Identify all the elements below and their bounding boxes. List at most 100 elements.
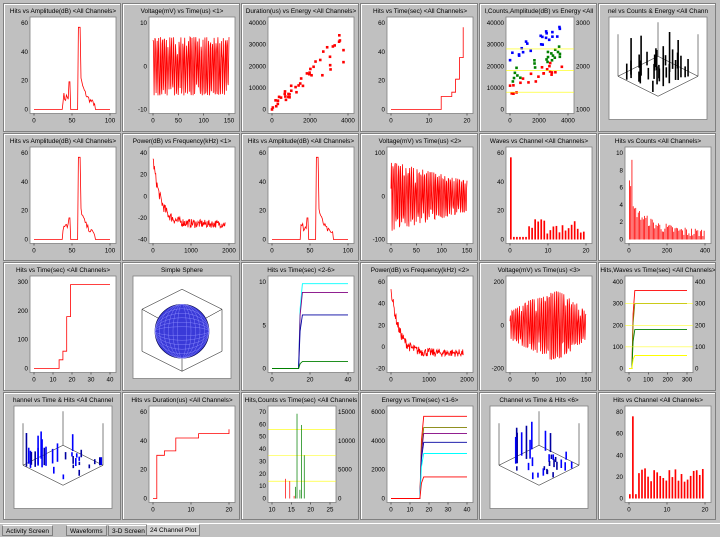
bar	[667, 226, 668, 239]
bar	[540, 218, 543, 239]
axis-tick-label: 0	[25, 236, 29, 243]
bar	[674, 227, 676, 239]
data-point	[308, 72, 311, 76]
plot-panel[interactable]: Energy vs Time(sec) <1-6> 0 10 20 30 40 0 2000 4…	[360, 391, 478, 520]
bar	[682, 229, 683, 239]
data-point	[283, 92, 287, 96]
plot-panel[interactable]: Duration(us) vs Energy <All Channels> 0 20…	[241, 3, 359, 132]
plot-panel[interactable]: l,Counts,Amplitude(dB) vs Energy <All 0 20…	[479, 3, 597, 132]
plot-panel[interactable]: nel vs Counts & Energy <All Chann	[598, 3, 716, 132]
data-point	[329, 68, 332, 71]
data-point	[550, 52, 553, 55]
tab-24-channel-plot[interactable]: 24 Channel Plot	[146, 524, 201, 536]
axis-tick-label: 0	[263, 236, 267, 243]
data-point	[297, 84, 300, 87]
bar	[660, 228, 662, 239]
plot-panel[interactable]: Power(dB) vs Frequency(kHz) <1> 0 1000 2000…	[122, 132, 240, 261]
axis-tick-label: 0	[270, 377, 274, 384]
axis-tick-label: 20	[583, 247, 590, 254]
axis-tick-label: 20	[616, 473, 623, 480]
plot-panel[interactable]: Hits,Counts vs Time(sec) <All Channels 10…	[241, 391, 359, 520]
axis-tick-label: 20000	[487, 63, 505, 70]
plot-panel[interactable]: Hits,Waves vs Time(sec) <All Channels> 0 1…	[598, 262, 716, 391]
plot-panel[interactable]: Hits vs Amplitude(dB) <All Channels> 0 50 1…	[3, 132, 121, 261]
tab-waveforms[interactable]: Waveforms	[66, 525, 107, 536]
bar	[668, 469, 671, 498]
axis-tick-label: 100	[18, 337, 29, 344]
series-line	[390, 162, 468, 231]
axis-tick-label: 5	[263, 322, 267, 329]
axis-tick-label: 100	[695, 344, 706, 351]
data-point	[551, 35, 554, 38]
axis-tick-label: 50	[413, 247, 420, 254]
bar	[635, 207, 637, 239]
bar	[659, 475, 662, 498]
screen-tab-bar: Activity Screen Waveforms 3-D Screen 24 …	[0, 523, 720, 537]
plot-panel[interactable]: Waves vs Channel <All Channels> 0 10 20 0 20 4…	[479, 132, 597, 261]
data-point	[276, 99, 280, 102]
bar	[285, 478, 286, 498]
plot-area	[148, 405, 236, 503]
axis-tick-label: 0	[389, 377, 393, 384]
axis-tick-label: 10	[426, 118, 433, 125]
plot-panel[interactable]: Hits vs Time(sec) <All Channels> 0 10 20 30 4…	[3, 262, 121, 391]
plot-panel[interactable]: Hits vs Time(sec) <All Channels> 0 10 20 0 20…	[360, 3, 478, 132]
axis-tick-label: 10	[664, 506, 671, 513]
data-point	[337, 40, 341, 44]
axis-tick-label: 0	[263, 495, 267, 502]
plot-panel[interactable]: Simple Sphere	[122, 262, 240, 391]
axis-tick-label: 4000	[561, 118, 575, 125]
plot-panel[interactable]: Hits vs Amplitude(dB) <All Channels> 0 50 1…	[3, 3, 121, 132]
axis-tick-label: 20000	[249, 63, 267, 70]
plot-panel[interactable]: hannel vs Time & Hits <All Channel	[3, 391, 121, 520]
bar	[552, 225, 555, 239]
plot-panel[interactable]: Hits vs Channel <All Channels> 0 10 20 0 20 40…	[598, 391, 716, 520]
bar	[522, 236, 524, 239]
axis-tick-label: 0	[151, 247, 155, 254]
bar	[683, 481, 686, 498]
plot-panel[interactable]: Channel vs Time & Hits <6>	[479, 391, 597, 520]
data-point	[310, 73, 313, 77]
axis-tick-label: 0	[263, 366, 267, 373]
plot-panel[interactable]: Hits vs Duration(us) <All Channels> 0 10 20…	[122, 391, 240, 520]
plot-panel[interactable]: Voltage(mV) vs Time(us) <2> 0 50 100 150 -100…	[360, 132, 478, 261]
data-point	[525, 42, 529, 45]
series-line	[509, 291, 587, 360]
axis-tick-label: 20	[140, 466, 147, 473]
plot-area	[386, 275, 474, 373]
axis-tick-label: 2000	[460, 377, 474, 384]
axis-tick-label: 30000	[487, 42, 505, 49]
axis-tick-label: 40	[378, 301, 385, 308]
axis-tick-label: 10000	[338, 437, 356, 444]
plot-panel[interactable]: Hits vs Time(sec) <2-6> 0 20 40 0 5 10	[241, 262, 359, 391]
data-point	[333, 44, 336, 47]
data-point	[274, 99, 277, 102]
data-point	[271, 106, 275, 109]
data-point	[529, 72, 533, 76]
plot-panel[interactable]: Power(dB) vs Frequency(kHz) <2> 0 1000 2000…	[360, 262, 478, 391]
data-point	[553, 56, 557, 59]
axis-tick-label: 300	[695, 301, 706, 308]
tab-activity-screen[interactable]: Activity Screen	[2, 525, 53, 536]
data-point	[512, 92, 515, 95]
axis-tick-label: 0	[144, 495, 148, 502]
axis-tick-label: 10	[50, 377, 57, 384]
plot-panel[interactable]: Hits vs Amplitude(dB) <All Channels> 0 50 1…	[241, 132, 359, 261]
plot-panel[interactable]: Hits vs Counts <All Channels> 0 200 400 0 2 4 6…	[598, 132, 716, 261]
plot-panel[interactable]: Voltage(mV) vs Time(us) <1> 0 50 100 150 -10 0…	[122, 3, 240, 132]
sphere-surface	[154, 303, 210, 359]
plot-area	[267, 146, 355, 244]
axis-tick-label: 50	[259, 433, 266, 440]
bar	[513, 236, 515, 239]
tab-3d-screen[interactable]: 3-D Screen	[108, 525, 149, 536]
axis-tick-label: 10000	[249, 85, 267, 92]
axis-tick-label: 40	[259, 178, 266, 185]
axis-tick-label: 40000	[249, 20, 267, 27]
bar	[699, 230, 701, 239]
axis-tick-label: 40	[497, 178, 504, 185]
axis-tick-label: 30000	[249, 42, 267, 49]
bar	[665, 223, 667, 239]
bar	[537, 221, 540, 239]
axis-tick-label: 300	[613, 301, 624, 308]
plot-panel[interactable]: Voltage(mV) vs Time(us) <3> 0 50 100 150 -200…	[479, 262, 597, 391]
